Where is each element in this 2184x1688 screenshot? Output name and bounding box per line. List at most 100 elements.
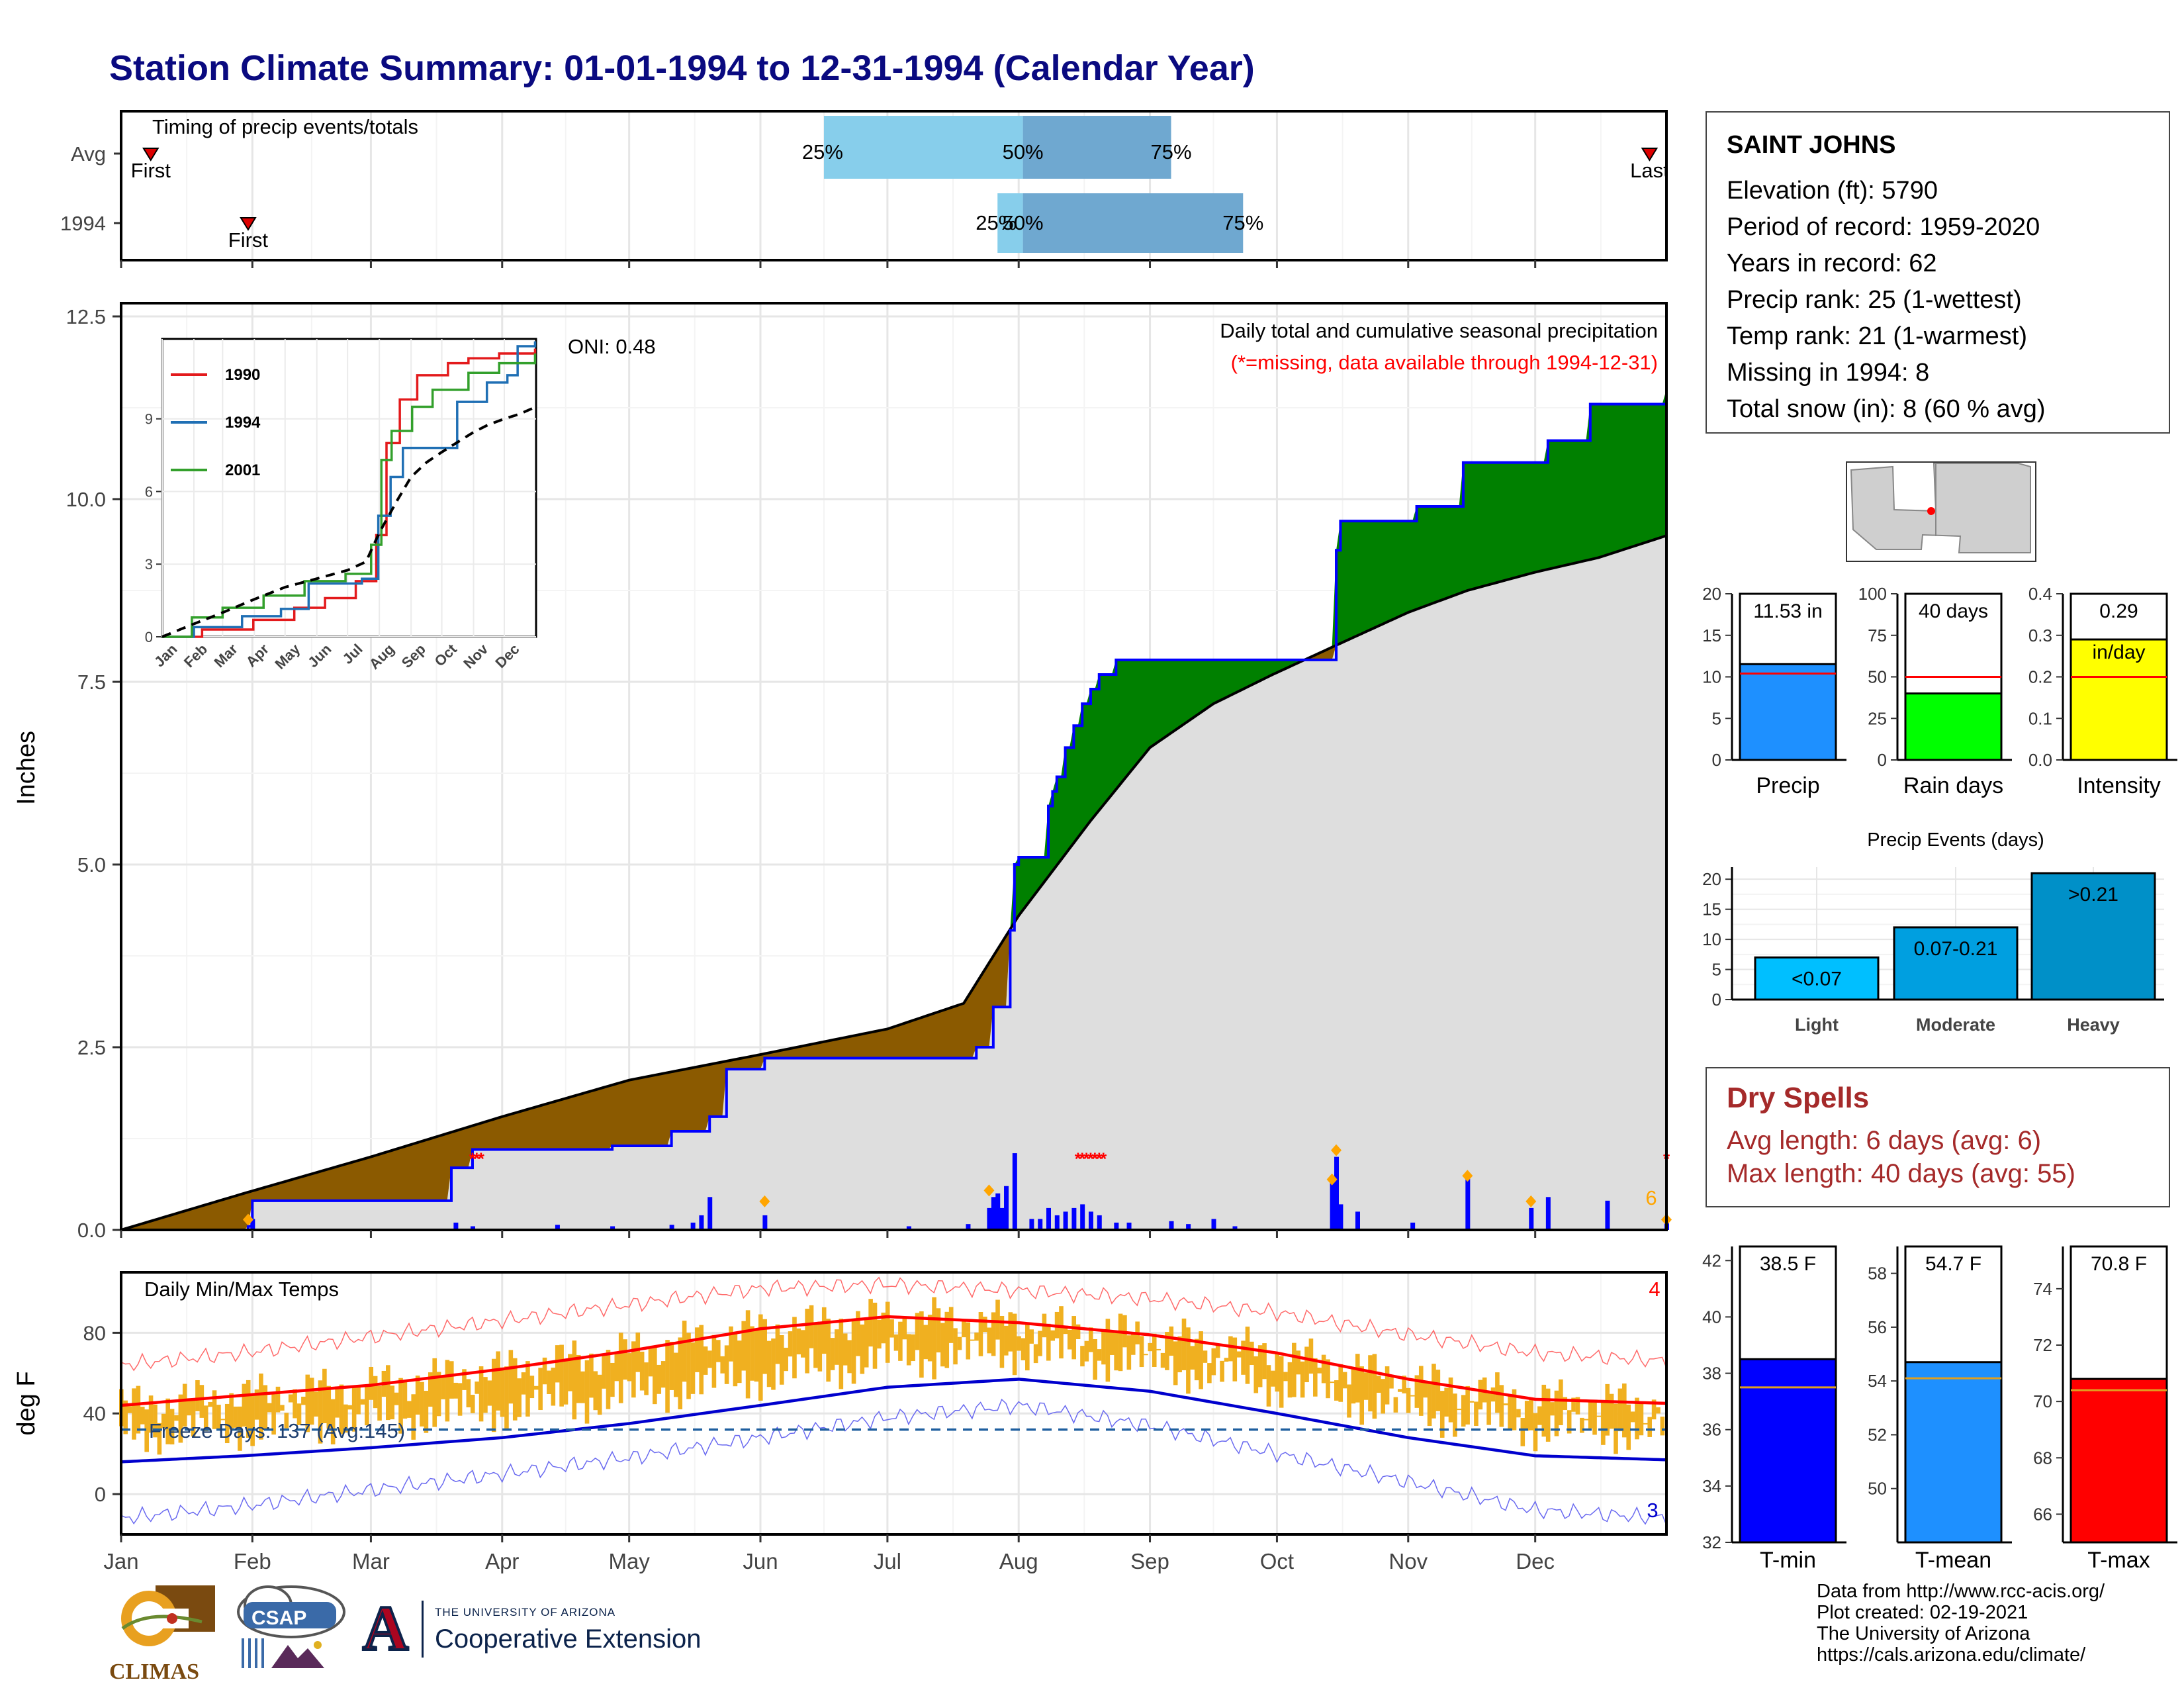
daily-temp-bar [1596,1415,1602,1417]
station-detail-line: Period of record: 1959-2020 [1727,213,2040,241]
intensity-value-label: 0.29 [2099,600,2138,622]
daily-precip-bar [1097,1215,1102,1230]
daily-temp-bar [1304,1346,1309,1383]
daily-temp-bar [318,1380,323,1444]
timing-p25-label: 25% [976,211,1017,234]
footer-line: Plot created: 02-19-2021 [1817,1602,2028,1623]
tmin-y-tick-label: 32 [1702,1532,1721,1552]
daily-temp-bar [733,1333,738,1387]
footer-line: The University of Arizona [1817,1623,2030,1644]
ua-university-name: THE UNIVERSITY OF ARIZONA [435,1606,616,1618]
inset-average-line [161,405,537,638]
daily-temp-bar [817,1321,823,1372]
daily-temp-bar [203,1405,208,1432]
daily-temp-bar [1580,1417,1584,1433]
tmean-value-label: 54.7 F [1925,1253,1981,1275]
daily-temp-bar [1347,1384,1351,1418]
daily-precip-bar [1338,1204,1343,1230]
daily-temp-bar [224,1403,230,1444]
daily-temp-bar [699,1325,704,1395]
daily-temp-bar [669,1341,674,1390]
daily-temp-bar [373,1376,378,1409]
csap-logo: CSAP [232,1582,347,1681]
daily-precip-bar [699,1215,704,1230]
daily-temp-bar [711,1335,717,1388]
daily-temp-bar [436,1372,441,1417]
daily-temp-bar [1444,1387,1449,1417]
tmean-y-tick-label: 58 [1868,1264,1887,1284]
daily-precip-bar [1211,1219,1216,1230]
average-max-line [120,1315,1667,1407]
month-label: May [608,1549,650,1573]
intensity-bar [2070,638,2168,761]
daily-temp-bar [1554,1390,1559,1436]
daily-temp-bar [1177,1336,1182,1373]
events-y-tick-label: 0 [1712,990,1721,1009]
daily-temp-bar [1165,1332,1169,1370]
intensity-y-tick-label: 0.4 [2028,584,2052,604]
tmax-y-tick-label: 68 [2033,1448,2052,1468]
daily-precip-bar [995,1193,1001,1230]
daily-temp-bar [140,1407,145,1425]
daily-temp-bar [868,1299,873,1347]
daily-temp-bar [1469,1401,1475,1403]
daily-temp-bar [771,1338,776,1390]
missing-day-marker: * [469,1149,477,1169]
daily-temp-bar [1381,1379,1385,1414]
daily-temp-bar [1207,1363,1212,1383]
daily-precip-bar [1355,1211,1360,1230]
daily-temp-bar [953,1328,958,1365]
station-detail-line: Total snow (in): 8 (60 % avg) [1727,395,2046,423]
daily-temp-bar [322,1368,327,1423]
daily-precip-bar [1046,1207,1051,1230]
daily-temp-bar [893,1334,899,1351]
daily-temp-bar [1656,1407,1661,1414]
y-tick-label: 12.5 [66,305,106,328]
snow-marker [983,1184,995,1197]
daily-temp-bar [1508,1395,1512,1430]
daily-temp-bar [1605,1383,1610,1436]
daily-temp-bar [360,1399,365,1405]
daily-precip-bar [1186,1224,1191,1230]
daily-temp-bar [1097,1349,1102,1361]
daily-precip-bar [1232,1226,1238,1230]
daily-temp-bar [1465,1385,1470,1425]
missing-day-marker: * [1091,1149,1099,1169]
tmin-value-label: 38.5 F [1760,1253,1816,1275]
daily-temp-bar [512,1358,518,1421]
rain-days-value-label: 40 days [1919,600,1988,622]
temp-frame [120,1271,1668,1536]
daily-temp-bar [191,1398,196,1437]
daily-temp-bar [1550,1402,1555,1416]
daily-precip-bar [1054,1215,1060,1230]
daily-precip-bar [555,1225,560,1230]
average-cumulative-line [120,534,1667,1231]
daily-temp-bar [483,1377,488,1413]
daily-temp-bar [1292,1342,1297,1397]
daily-temp-bar [182,1383,187,1427]
tmean-bar [1904,1361,2003,1544]
daily-temp-bar [254,1389,259,1420]
daily-temp-bar [271,1394,276,1435]
daily-precip-bar [1029,1219,1034,1230]
daily-temp-bar [1355,1354,1360,1403]
daily-temp-bar [1046,1323,1051,1361]
daily-temp-bar [775,1324,780,1364]
daily-temp-bar [665,1340,670,1413]
daily-temp-bar [1453,1393,1457,1437]
daily-temp-bar [229,1393,234,1430]
daily-temp-bar [978,1311,983,1356]
daily-temp-bar [1144,1354,1148,1356]
daily-temp-bar [737,1340,742,1383]
daily-temp-bar [1533,1413,1538,1452]
inset-y-tick-label: 6 [145,483,153,500]
daily-temp-bar [674,1352,678,1397]
daily-temp-bar [432,1358,437,1427]
daily-temp-bar [983,1317,987,1333]
footer-credits: Data from http://www.rcc-acis.org/ Plot … [1817,1581,2105,1665]
dry-spells-title: Dry Spells [1727,1082,1870,1114]
daily-precip-bar [1169,1221,1174,1230]
daily-precip-bar [707,1197,713,1230]
ua-extension-name: Cooperative Extension [435,1624,702,1654]
